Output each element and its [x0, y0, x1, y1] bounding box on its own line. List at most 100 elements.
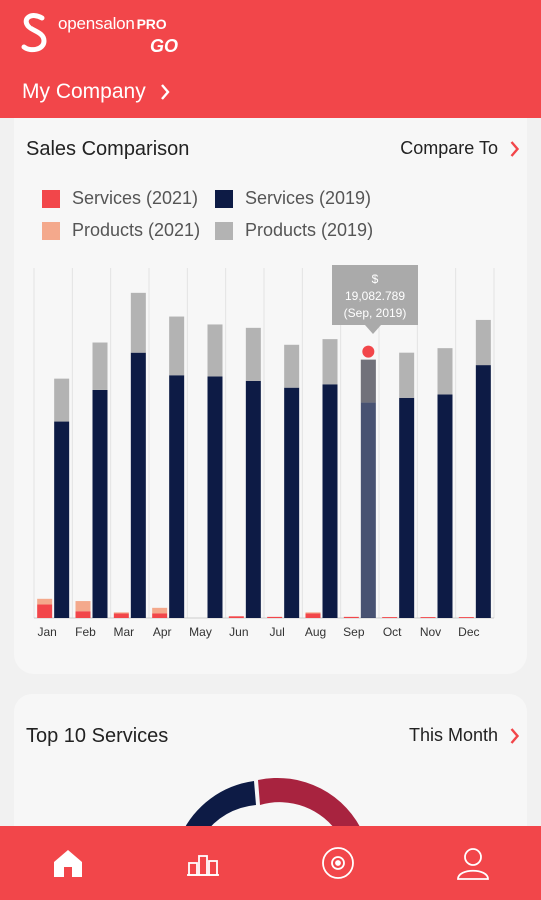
highlight-point[interactable] — [362, 345, 375, 358]
this-month-label: This Month — [408, 725, 498, 745]
bar-products-2019--oct[interactable] — [399, 352, 415, 398]
bar-services-2021--apr[interactable] — [152, 613, 168, 618]
x-tick-label: Sep — [343, 625, 365, 639]
top-services-donut[interactable] — [14, 775, 527, 835]
legend-label: Products (2019) — [245, 220, 374, 240]
legend-swatch — [215, 189, 233, 208]
home-icon — [53, 850, 82, 877]
brand-pro-text: PRO — [136, 16, 167, 32]
bar-services-2021--sep[interactable] — [343, 616, 359, 618]
bar-products-2021--feb[interactable] — [75, 601, 91, 612]
compare-to-button[interactable]: Compare To — [400, 138, 519, 159]
bar-services-2021--aug[interactable] — [305, 613, 321, 618]
bar-highlight-overlay — [360, 359, 376, 403]
nav-profile-button[interactable] — [405, 826, 540, 900]
bar-services-2019--may[interactable] — [207, 376, 223, 618]
legend-label: Products (2021) — [72, 220, 201, 240]
x-tick-label: May — [189, 625, 212, 639]
x-tick-label: Mar — [113, 625, 134, 639]
legend-item-services-2019[interactable]: Services (2019) — [215, 188, 371, 209]
bar-services-2019--sep[interactable] — [360, 402, 376, 618]
legend-item-services-2021[interactable]: Services (2021) — [42, 188, 198, 209]
bar-services-2021--mar[interactable] — [113, 613, 129, 618]
bar-services-2019--oct[interactable] — [399, 397, 415, 618]
company-selector[interactable]: My Company — [22, 80, 170, 104]
legend-item-products-2019[interactable]: Products (2019) — [215, 220, 373, 241]
legend-swatch — [42, 189, 60, 208]
bar-products-2019--jul[interactable] — [284, 344, 300, 388]
bar-services-2019--jun[interactable] — [245, 380, 261, 618]
bar-chart-icon — [186, 855, 219, 876]
bar-products-2021--jan[interactable] — [37, 598, 53, 605]
bar-services-2021--jul[interactable] — [267, 616, 283, 618]
bar-services-2019--dec[interactable] — [475, 365, 491, 618]
bar-products-2019--mar[interactable] — [130, 292, 146, 353]
bar-services-2019--jan[interactable] — [54, 421, 70, 618]
this-month-button[interactable]: This Month — [409, 725, 519, 746]
x-tick-label: Dec — [458, 625, 479, 639]
chevron-right-icon — [160, 84, 170, 100]
bar-products-2021--mar[interactable] — [113, 612, 129, 614]
bar-services-2021--jun[interactable] — [228, 616, 244, 618]
tooltip-arrow — [365, 325, 381, 334]
brand-go-text: GO — [150, 36, 179, 56]
bar-services-2021--jan[interactable] — [37, 604, 53, 618]
donut-segment[interactable] — [258, 777, 364, 835]
x-tick-label: Apr — [153, 625, 172, 639]
bar-services-2019--aug[interactable] — [322, 384, 338, 618]
x-tick-label: Jan — [37, 625, 56, 639]
bar-services-2021--nov[interactable] — [420, 617, 436, 618]
bar-services-2019--apr[interactable] — [169, 375, 185, 618]
chart-tooltip: $ 19,082.789 (Sep, 2019) — [332, 265, 418, 325]
sales-comparison-chart[interactable]: Jan Feb Mar Apr May Jun Jul Aug Sep Oct Nov Dec — [14, 258, 514, 650]
bar-products-2019--aug[interactable] — [322, 339, 338, 385]
chevron-right-icon — [510, 727, 519, 744]
bar-services-2019--feb[interactable] — [92, 389, 108, 618]
chevron-right-icon — [510, 140, 519, 157]
x-tick-label: Oct — [383, 625, 402, 639]
legend-item-products-2021[interactable]: Products (2021) — [42, 220, 200, 241]
nav-targets-button[interactable] — [270, 826, 405, 900]
bar-products-2019--jun[interactable] — [245, 327, 261, 381]
bar-products-2019--may[interactable] — [207, 324, 223, 377]
bar-products-2021--apr[interactable] — [152, 607, 168, 614]
donut-segment[interactable] — [181, 781, 256, 835]
bar-products-2019--dec[interactable] — [475, 319, 491, 366]
bar-services-2021--feb[interactable] — [75, 611, 91, 618]
compare-to-label: Compare To — [400, 138, 498, 158]
legend-label: Services (2019) — [245, 188, 372, 208]
x-tick-label: Feb — [75, 625, 96, 639]
tooltip-currency: $ — [371, 272, 379, 286]
bar-services-2021--dec[interactable] — [458, 617, 474, 618]
target-icon — [321, 847, 354, 879]
bar-products-2019--apr[interactable] — [169, 316, 185, 376]
bar-services-2019--nov[interactable] — [437, 394, 453, 618]
brand-name-text: opensalon — [58, 14, 135, 33]
brand-name: opensalon PRO — [58, 14, 167, 34]
tooltip-value: 19,082.789 — [344, 289, 406, 303]
bar-products-2019--jan[interactable] — [54, 378, 70, 422]
legend-swatch — [215, 221, 233, 240]
nav-reports-button[interactable] — [135, 826, 270, 900]
x-tick-label: Aug — [305, 625, 326, 639]
bar-services-2019--mar[interactable] — [130, 352, 146, 618]
user-icon — [456, 848, 489, 880]
x-tick-label: Nov — [420, 625, 441, 639]
company-label: My Company — [22, 80, 146, 103]
legend-label: Services (2021) — [72, 188, 199, 208]
opensalon-logo-icon — [21, 13, 47, 53]
x-tick-label: Jun — [229, 625, 248, 639]
tooltip-period: (Sep, 2019) — [343, 306, 407, 320]
bar-products-2019--feb[interactable] — [92, 342, 108, 390]
bar-services-2021--oct[interactable] — [382, 617, 398, 618]
nav-home-button[interactable] — [0, 826, 135, 900]
sales-comparison-title: Sales Comparison — [26, 138, 190, 160]
bar-products-2019--nov[interactable] — [437, 348, 453, 395]
bottom-navigation — [0, 826, 541, 900]
top-services-title: Top 10 Services — [26, 725, 169, 747]
bar-services-2019--jul[interactable] — [284, 387, 300, 618]
bar-products-2021--aug[interactable] — [305, 612, 321, 614]
app-header: opensalon PRO GO My Company — [0, 0, 541, 118]
x-tick-label: Jul — [269, 625, 284, 639]
legend-swatch — [42, 221, 60, 240]
